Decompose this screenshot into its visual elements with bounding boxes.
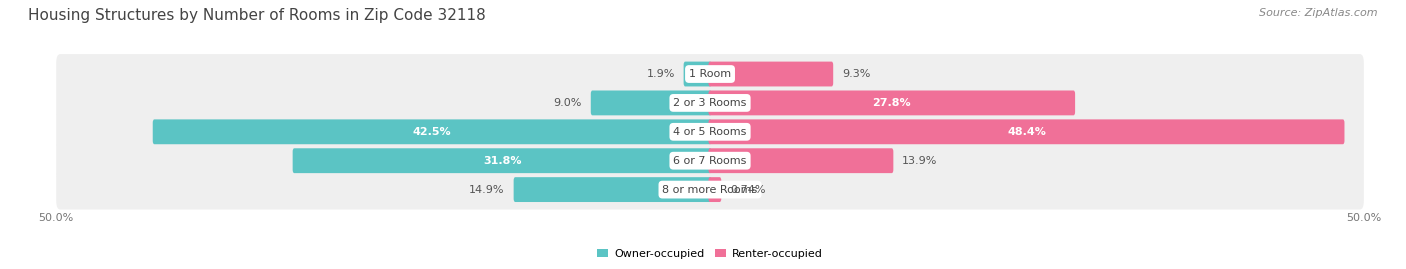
FancyBboxPatch shape [709, 62, 834, 86]
FancyBboxPatch shape [292, 148, 711, 173]
Text: 4 or 5 Rooms: 4 or 5 Rooms [673, 127, 747, 137]
Text: 27.8%: 27.8% [873, 98, 911, 108]
FancyBboxPatch shape [56, 170, 1364, 210]
FancyBboxPatch shape [56, 54, 1364, 94]
FancyBboxPatch shape [513, 177, 711, 202]
Text: 31.8%: 31.8% [482, 156, 522, 166]
Text: 48.4%: 48.4% [1007, 127, 1046, 137]
Text: 8 or more Rooms: 8 or more Rooms [662, 185, 758, 194]
FancyBboxPatch shape [709, 177, 721, 202]
Text: 13.9%: 13.9% [903, 156, 938, 166]
FancyBboxPatch shape [153, 119, 711, 144]
Text: Source: ZipAtlas.com: Source: ZipAtlas.com [1260, 8, 1378, 18]
Text: 14.9%: 14.9% [470, 185, 505, 194]
FancyBboxPatch shape [56, 141, 1364, 181]
FancyBboxPatch shape [56, 112, 1364, 152]
Text: 6 or 7 Rooms: 6 or 7 Rooms [673, 156, 747, 166]
Text: 9.3%: 9.3% [842, 69, 870, 79]
FancyBboxPatch shape [709, 119, 1344, 144]
Text: 2 or 3 Rooms: 2 or 3 Rooms [673, 98, 747, 108]
Text: 0.74%: 0.74% [730, 185, 766, 194]
FancyBboxPatch shape [591, 90, 711, 115]
Text: 42.5%: 42.5% [413, 127, 451, 137]
Text: 1.9%: 1.9% [647, 69, 675, 79]
Text: Housing Structures by Number of Rooms in Zip Code 32118: Housing Structures by Number of Rooms in… [28, 8, 486, 23]
FancyBboxPatch shape [56, 83, 1364, 123]
FancyBboxPatch shape [709, 90, 1076, 115]
FancyBboxPatch shape [683, 62, 711, 86]
Text: 9.0%: 9.0% [554, 98, 582, 108]
Legend: Owner-occupied, Renter-occupied: Owner-occupied, Renter-occupied [593, 245, 827, 264]
Text: 1 Room: 1 Room [689, 69, 731, 79]
FancyBboxPatch shape [709, 148, 893, 173]
